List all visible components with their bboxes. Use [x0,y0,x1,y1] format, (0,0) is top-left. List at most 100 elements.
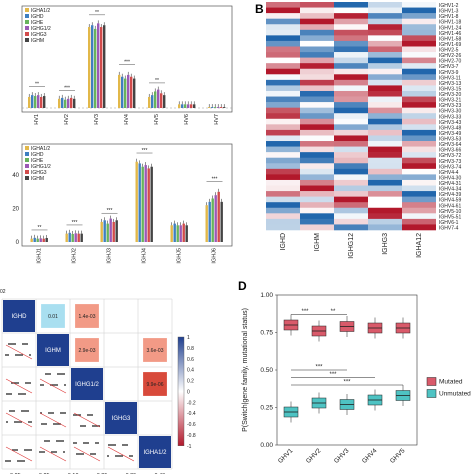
heat-cell [266,96,300,103]
tick-label: IGHV1 [34,114,40,125]
scatter-point [94,453,96,455]
bar [71,233,74,242]
legend-label: IGHG3 [31,32,47,38]
scatter-point [129,455,131,457]
bar [73,98,76,108]
heat-cell [334,40,368,47]
heat-cell [402,202,436,209]
heat-cell [266,218,300,225]
heat-cell [402,146,436,153]
scatter-point [23,460,25,462]
heat-cell [368,35,402,42]
heat-cell [334,185,368,192]
scatter-point [64,412,66,414]
row-label: IGHV3-64 [439,142,461,148]
scatter-point [54,384,56,386]
heat-cell [300,2,334,8]
scatter-point [62,440,64,442]
bar [100,27,103,108]
legend-swatch [25,146,29,150]
heat-cell [368,207,402,214]
fit-line [39,446,67,462]
heat-cell [368,218,402,225]
scatter-point [10,393,12,395]
bar [28,96,31,108]
col-label: IGHM [314,233,321,251]
scatter-point [55,423,57,425]
sig-label: *** [142,148,148,154]
heat-cell [402,35,436,42]
scatter-point [5,354,7,356]
bar [178,104,181,108]
colorbar-tick: 0.6 [187,357,194,363]
scatter-point [15,382,17,384]
bar [133,78,136,108]
heat-cell [368,40,402,47]
x-tick: GHV4 [361,447,379,465]
corr-cell [75,338,99,362]
x-tick: GHV3 [333,447,351,465]
heat-cell [266,79,300,86]
row-label: IGHV1-8 [439,14,459,20]
heat-cell [334,79,368,86]
row-label: IGHV1-3 [439,9,459,15]
heat-cell [334,224,368,231]
scatter-point [56,384,58,386]
heat-cell [266,52,300,58]
scatter-point [43,423,45,425]
legend-swatch [25,164,29,168]
fit-line [73,446,101,462]
heat-cell [334,124,368,131]
heat-cell [300,146,334,153]
corr-value: 3.6e-03 [147,348,164,354]
heat-cell [266,152,300,159]
heat-cell [334,107,368,114]
y-tick: 20 [12,207,19,213]
bar [91,25,94,109]
heat-cell [334,196,368,203]
scatter-point [63,373,65,375]
col-label: IGHD [280,233,287,251]
row-label: IGHV3-7 [439,64,459,70]
tick-label: IGHJ3 [107,248,113,264]
scatter-point [108,444,110,446]
row-label: IGHV4-59 [439,198,461,204]
heat-cell [300,68,334,75]
heat-cell [266,207,300,214]
bar [121,76,124,108]
heat-cell [368,46,402,53]
scatter-point [80,453,82,455]
colorbar-tick: 0.8 [187,346,194,352]
scatter-point [26,449,28,451]
heat-cell [300,124,334,131]
tick-label: IGHV5 [154,114,160,125]
heat-cell [402,52,436,58]
heat-cell [300,168,334,175]
scatter-point [57,423,59,425]
scatter-point [45,423,47,425]
heat-cell [300,141,334,147]
bar [190,104,193,108]
row-label: IGHV1-46 [439,31,461,37]
row-label: IGHV3-74 [439,164,461,170]
bar [141,166,144,242]
scatter-point [124,444,126,446]
legend-label: IGHG1/2 [31,164,51,170]
heat-cell [266,141,300,147]
heat-cell [368,29,402,36]
heat-cell [368,85,402,92]
legend-swatch [25,158,29,162]
heat-cell [334,74,368,81]
heat-cell [266,35,300,42]
bar [220,201,223,242]
heat-cell [300,113,334,120]
scatter-point [47,373,49,375]
sig-label: *** [329,372,337,378]
heat-cell [368,135,402,142]
row-label: IGHV4-31 [439,181,461,187]
bar [64,99,67,108]
colorbar-tick: -0.6 [187,422,196,428]
corr-cell [41,304,65,328]
x-tick: GHV1 [277,447,295,465]
